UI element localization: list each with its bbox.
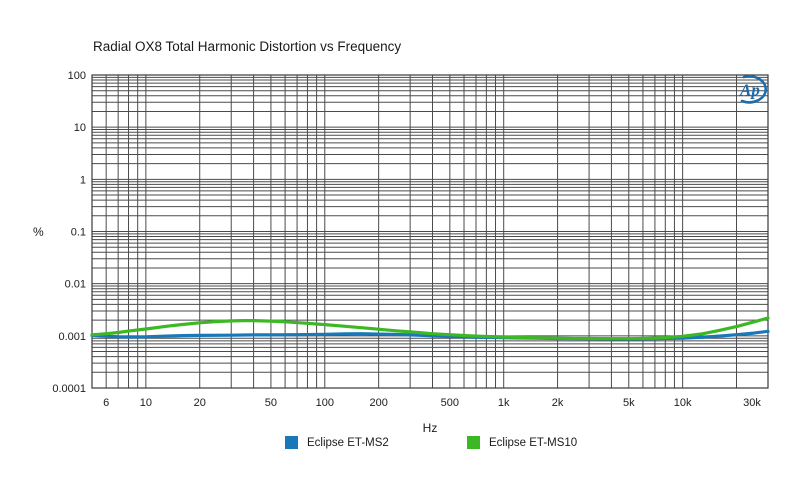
y-tick-label: 0.0001 (52, 383, 86, 395)
legend-item-eclipse-et-ms2: Eclipse ET-MS2 (285, 436, 389, 449)
x-tick-label: 1k (498, 397, 510, 409)
y-tick-label: 100 (68, 70, 86, 82)
audio-precision-logo-icon: Ap (739, 75, 768, 104)
y-tick-label: 0.1 (71, 227, 86, 239)
y-tick-label: 10 (74, 122, 86, 134)
x-tick-label: 20 (194, 397, 206, 409)
x-tick-label: 10k (674, 397, 692, 409)
y-axis-unit-label: % (33, 225, 44, 239)
logo-text: Ap (739, 81, 760, 100)
legend-item-eclipse-et-ms10: Eclipse ET-MS10 (467, 436, 577, 449)
plot-border (91, 74, 769, 389)
x-tick-label: 100 (316, 397, 334, 409)
x-tick-label: 6 (103, 397, 109, 409)
legend-swatch-blue (285, 436, 298, 449)
y-tick-label: 1 (80, 174, 86, 186)
legend-label: Eclipse ET-MS10 (489, 436, 578, 449)
x-axis-unit-label: Hz (422, 421, 438, 435)
y-tick-label: 0.001 (58, 331, 86, 343)
x-tick-label: 10 (140, 397, 152, 409)
x-tick-label: 5k (623, 397, 635, 409)
y-tick-label: 0.01 (65, 279, 86, 291)
x-tick-label: 50 (265, 397, 277, 409)
x-tick-label: 30k (743, 397, 761, 409)
x-tick-label: 200 (369, 397, 387, 409)
x-tick-label: 500 (441, 397, 459, 409)
chart-title: Radial OX8 Total Harmonic Distortion vs … (93, 39, 402, 54)
x-tick-label: 2k (552, 397, 564, 409)
legend-label: Eclipse ET-MS2 (307, 436, 389, 449)
legend-swatch-green (467, 436, 480, 449)
curve-eclipse-et-ms10 (90, 316, 770, 341)
